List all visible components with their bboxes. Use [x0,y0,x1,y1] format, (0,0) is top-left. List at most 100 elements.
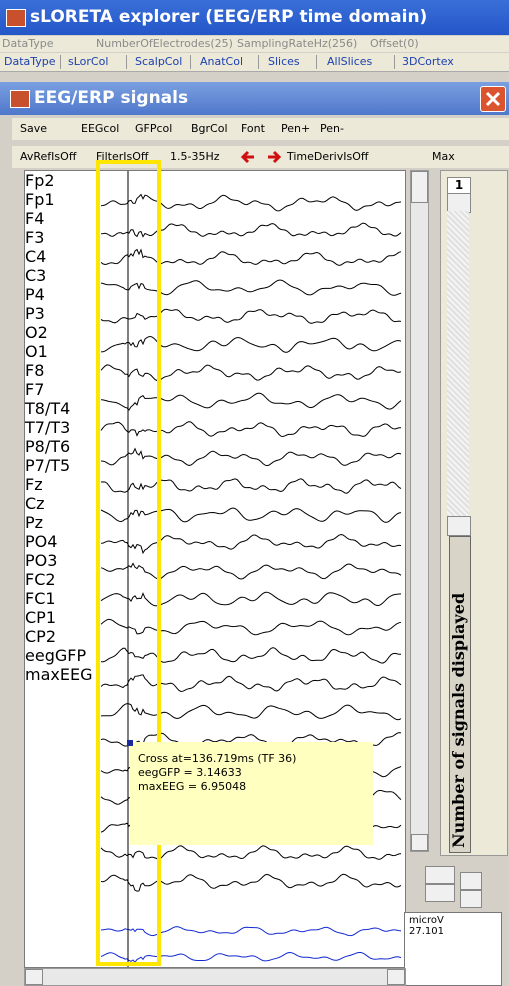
tab-separator [126,55,127,69]
signal-trace [100,222,402,238]
signal-trace [100,193,402,212]
signal-trace [100,507,402,523]
toolbar-button[interactable]: GFPcol [135,122,173,135]
signal-trace [100,926,402,937]
info-item: Offset(0) [370,37,419,50]
channel-label: P4 [25,285,45,304]
signal-trace [100,873,402,892]
spin-down[interactable] [460,890,482,908]
signal-trace [100,703,402,721]
channel-label: P8/T6 [25,437,71,456]
signal-trace [100,533,402,555]
tab-separator [258,55,259,69]
channel-label: maxEEG [25,665,93,684]
signal-trace [100,336,402,353]
channel-label: Fz [25,475,43,494]
signal-traces [100,171,402,967]
spin-up[interactable] [425,866,455,884]
channel-label: F4 [25,209,45,228]
tab[interactable]: AnatCol [200,55,244,68]
toolbar-button[interactable]: FilterIsOff [96,150,149,163]
tooltip-line: Cross at=136.719ms (TF 36) [138,752,297,765]
channel-label: P7/T5 [25,456,71,475]
signal-trace [100,478,402,494]
app-title-bar: sLORETA explorer (EEG/ERP time domain) [0,0,509,35]
channel-label: Pz [25,513,44,532]
signal-trace [100,562,402,580]
channel-label: eegGFP [25,646,87,665]
toolbar-button[interactable]: Max [432,150,455,163]
scroll-right[interactable] [387,969,405,985]
window-title: EEG/ERP signals [34,88,189,108]
channel-label: O1 [25,342,48,361]
tab[interactable]: 3DCortex [402,55,454,68]
toolbar-button[interactable]: EEGcol [81,122,120,135]
tab-separator [316,55,317,69]
highlight-box [96,160,161,966]
tooltip: Cross at=136.719ms (TF 36) eegGFP = 3.14… [127,740,373,845]
window-icon [10,90,30,108]
channel-label: Fp2 [25,171,55,190]
scroll-down[interactable] [411,834,428,851]
channel-label: P3 [25,304,45,323]
toolbar-button[interactable]: Save [20,122,48,135]
vertical-scrollbar[interactable] [410,170,429,852]
signal-trace [100,279,402,296]
channel-label: T8/T4 [25,399,71,418]
spin-down[interactable] [447,516,471,536]
close-button[interactable] [480,86,506,112]
channel-label: F3 [25,228,45,247]
channel-label: FC1 [25,589,56,608]
app-icon [6,9,26,27]
signal-trace [100,591,402,607]
channel-label: F7 [25,380,45,399]
tab[interactable]: DataType [4,55,56,68]
horizontal-scrollbar[interactable] [24,968,406,986]
app-title: sLORETA explorer (EEG/ERP time domain) [30,7,428,27]
scroll-thumb[interactable] [411,171,428,203]
window-title-bar: EEG/ERP signals [0,82,509,115]
toolbar-button[interactable]: Pen- [320,122,344,135]
spin-down[interactable] [425,884,455,902]
toolbar-button[interactable]: 1.5-35Hz [170,150,220,163]
tooltip-line: eegGFP = 3.14633 [138,766,242,779]
scroll-left[interactable] [25,969,43,985]
slider-track[interactable] [447,211,469,516]
channel-label: F8 [25,361,45,380]
arrow-button[interactable] [240,146,260,168]
info-bar: DataType NumberOfElectrodes(25) SamplingRa… [0,36,509,52]
toolbar-button[interactable]: TimeDerivIsOff [287,150,369,163]
toolbar-button[interactable]: Font [241,122,265,135]
channel-label: T7/T3 [25,418,71,437]
toolbar-button[interactable]: Pen+ [281,122,311,135]
signal-trace [100,392,402,411]
side-label: Number of signals displayed [449,593,468,848]
toolbar: Save EEGcol GFPcol BgrCol Font Pen+ Pen- [12,118,509,140]
signal-trace [100,248,402,266]
toolbar: AvRefIsOff FilterIsOff 1.5-35Hz TimeDerivIs… [12,146,509,168]
arrow-button[interactable] [264,146,284,168]
spin-up[interactable] [460,872,482,890]
signal-trace [100,364,402,382]
toolbar-button[interactable]: BgrCol [191,122,228,135]
readout-unit: microV [409,915,444,926]
tab[interactable]: ScalpCol [135,55,183,68]
signals-count: 1 [447,177,471,195]
arrow-icon [268,150,282,164]
info-item: DataType [2,37,54,50]
signal-trace [100,951,402,964]
tab[interactable]: Slices [268,55,300,68]
signal-trace [100,447,402,467]
signal-trace [100,618,402,636]
signal-plot: Fp2 Fp1 F4 F3 C4 C3 P4 P3 O2 O1 F8 F7 T8/T4 T7/T3 P8/T… [24,170,406,968]
tab[interactable]: sLorCol [68,55,109,68]
tab[interactable]: AllSlices [327,55,373,68]
channel-label: C4 [25,247,47,266]
channel-label: Fp1 [25,190,55,209]
readout-box: microV 27.101 [404,912,502,986]
arrow-icon [240,150,254,164]
toolbar-button[interactable]: AvRefIsOff [20,150,77,163]
tooltip-line: maxEEG = 6.95048 [138,780,247,793]
tab-separator [394,55,395,69]
